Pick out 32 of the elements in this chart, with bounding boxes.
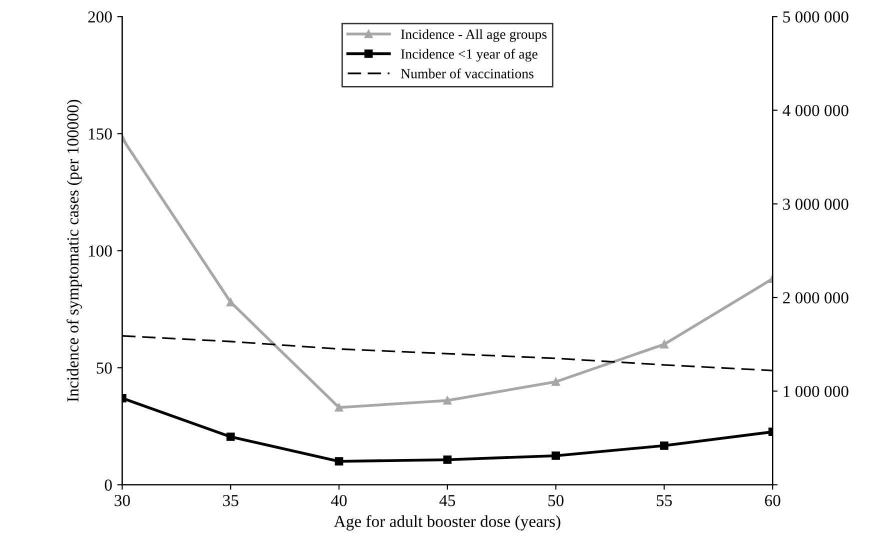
x-axis-title: Age for adult booster dose (years): [334, 515, 560, 530]
point: [443, 456, 452, 464]
y2-tick-label: 1 000 000: [784, 386, 848, 398]
y2-tick-label: 4 000 000: [782, 104, 848, 116]
x-tick-label: 50: [548, 494, 564, 506]
point: [660, 340, 668, 348]
y-tick-label: 200: [88, 11, 112, 23]
y-tick-label: 150: [88, 128, 112, 140]
legend-label: Incidence - All age groups: [401, 29, 547, 42]
point: [552, 452, 560, 460]
x-tick-label: 60: [764, 494, 780, 506]
x-tick-label: 35: [223, 495, 238, 506]
x-tick-label: 45: [439, 495, 456, 506]
y-tick-label: 50: [96, 362, 112, 374]
y2-tick-label: 2 000 000: [783, 292, 848, 304]
legend-label: Incidence <1 year of age: [401, 48, 538, 62]
y-tick-label: 0: [104, 479, 112, 491]
y2-tick-label: 5 000 000: [783, 11, 848, 23]
x-tick-label: 55: [656, 495, 672, 506]
point: [552, 378, 560, 386]
y-tick-label: 100: [88, 245, 112, 257]
x-tick-label: 40: [331, 494, 347, 506]
y-axis-title: Incidence of symptomatic cases (per 100000): [66, 100, 82, 402]
legend-label: Number of vaccinations: [400, 68, 534, 78]
point: [660, 441, 668, 450]
x-tick-label: 30: [114, 494, 130, 506]
point: [334, 457, 344, 466]
point: [334, 403, 344, 412]
point: [443, 396, 452, 405]
point: [226, 298, 235, 306]
point: [226, 432, 235, 441]
y2-tick-label: 3 000 000: [783, 198, 848, 210]
